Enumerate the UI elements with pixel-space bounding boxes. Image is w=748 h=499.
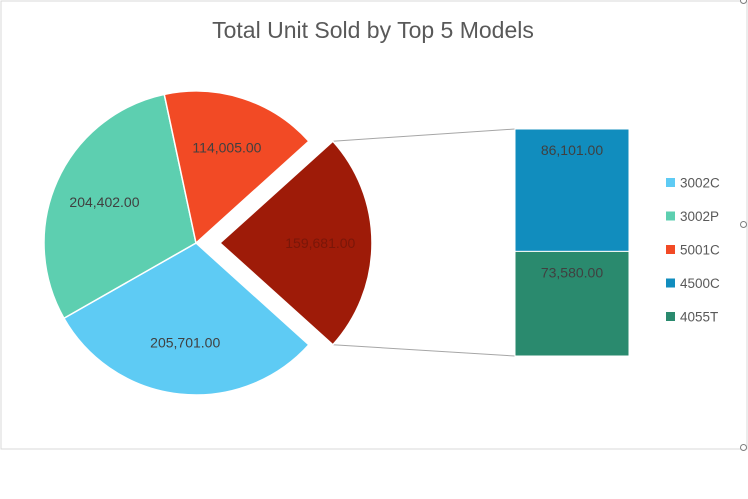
legend-label-5001C: 5001C [680,243,720,258]
legend-label-3002C: 3002C [680,176,720,191]
pie-slice-3002C[interactable] [62,242,310,396]
chart-area[interactable]: Total Unit Sold by Top 5 Models 159,681.… [0,0,748,451]
pie-slices [43,90,373,396]
legend-label-4055T: 4055T [680,310,718,325]
data-labels: 159,681.00 205,701.00 204,402.00 114,005.00… [69,140,603,351]
pie-slice-3002P[interactable] [43,93,197,320]
data-label-3002C: 205,701.00 [150,335,220,351]
chart-title: Total Unit Sold by Top 5 Models [212,17,534,43]
data-label-4055T: 73,580.00 [541,264,603,280]
resize-handle-bottom-right[interactable] [740,444,747,451]
legend-label-3002P: 3002P [680,209,719,224]
bar-segment-4055T[interactable] [514,250,630,357]
legend-swatch-5001C [666,245,675,254]
connector-line-top [332,128,516,142]
connector-line-bottom [332,344,516,357]
pie-slice-other[interactable] [218,140,373,346]
data-label-3002P: 204,402.00 [69,194,139,210]
legend-swatch-4500C [666,278,675,288]
data-label-5001C: 114,005.00 [192,140,261,156]
legend-swatch-3002P [666,211,675,221]
bar-segment-4500C[interactable] [514,128,630,252]
legend-label-4500C: 4500C [680,276,720,291]
secondary-bar [514,128,630,357]
bar-of-pie-chart: Total Unit Sold by Top 5 Models 159,681.… [0,0,748,450]
legend-swatch-4055T [666,312,675,321]
resize-handle-top-right[interactable] [740,0,747,4]
data-label-other: 159,681.00 [285,235,355,251]
resize-handle-right[interactable] [740,221,747,228]
legend: 3002C 3002P 5001C 4500C 4055T [666,176,720,325]
connector-lines [332,128,516,357]
data-label-4500C: 86,101.00 [541,142,603,158]
legend-swatch-3002C [666,178,675,187]
pie-slice-5001C[interactable] [163,90,310,245]
